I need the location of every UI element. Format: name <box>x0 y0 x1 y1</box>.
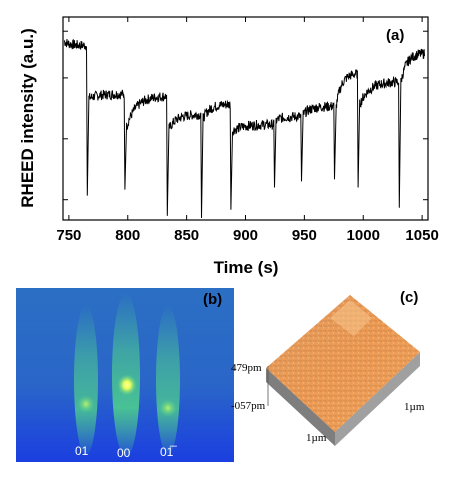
panel-b-rheed-pattern: (b) 01 00 01̅ <box>16 288 234 462</box>
z-label-bottom: -057pm <box>231 400 266 412</box>
x-tick-label: 950 <box>292 227 317 244</box>
streak-01 <box>74 305 98 455</box>
y-axis-label: RHEED intensity (a.u.) <box>18 28 37 207</box>
x-tick-label: 750 <box>56 227 81 244</box>
spot-specular <box>117 374 137 396</box>
panel-c-afm-image: (c) 479pm -057pm 1µm 1µm <box>231 289 425 446</box>
streak-01bar <box>156 305 180 455</box>
y-axis-ticks <box>63 30 428 201</box>
afm-surface-shade <box>266 295 420 432</box>
x-tick-label: 800 <box>115 227 140 244</box>
rheed-trace-line <box>63 38 425 219</box>
x-tick-label: 1000 <box>347 227 380 244</box>
x-axis-ticks: 750 800 850 900 950 1000 1050 <box>56 17 439 244</box>
panel-a-tag: (a) <box>386 27 404 44</box>
x-tick-label: 850 <box>174 227 199 244</box>
scale-label-right: 1µm <box>404 401 425 413</box>
streak-label-01: 01 <box>75 444 89 458</box>
panel-c-tag: (c) <box>400 289 418 306</box>
x-tick-label: 1050 <box>405 227 438 244</box>
streak-label-01bar: 01̅ <box>160 445 177 459</box>
scale-label-bottom: 1µm <box>306 432 327 444</box>
plot-frame <box>62 16 429 221</box>
afm-side-right <box>335 352 420 446</box>
panel-b-tag: (b) <box>203 291 222 308</box>
x-tick-label: 900 <box>233 227 258 244</box>
afm-ridge <box>330 300 372 336</box>
z-label-top: 479pm <box>231 362 262 374</box>
panel-a: 750 800 850 900 950 1000 1050 (a) Time (s) RHE… <box>18 16 439 277</box>
x-axis-label: Time (s) <box>214 258 279 277</box>
afm-side-left <box>266 368 335 446</box>
spot-side-left <box>77 395 95 413</box>
streak-label-00: 00 <box>117 446 131 460</box>
spot-side-right <box>159 399 177 417</box>
